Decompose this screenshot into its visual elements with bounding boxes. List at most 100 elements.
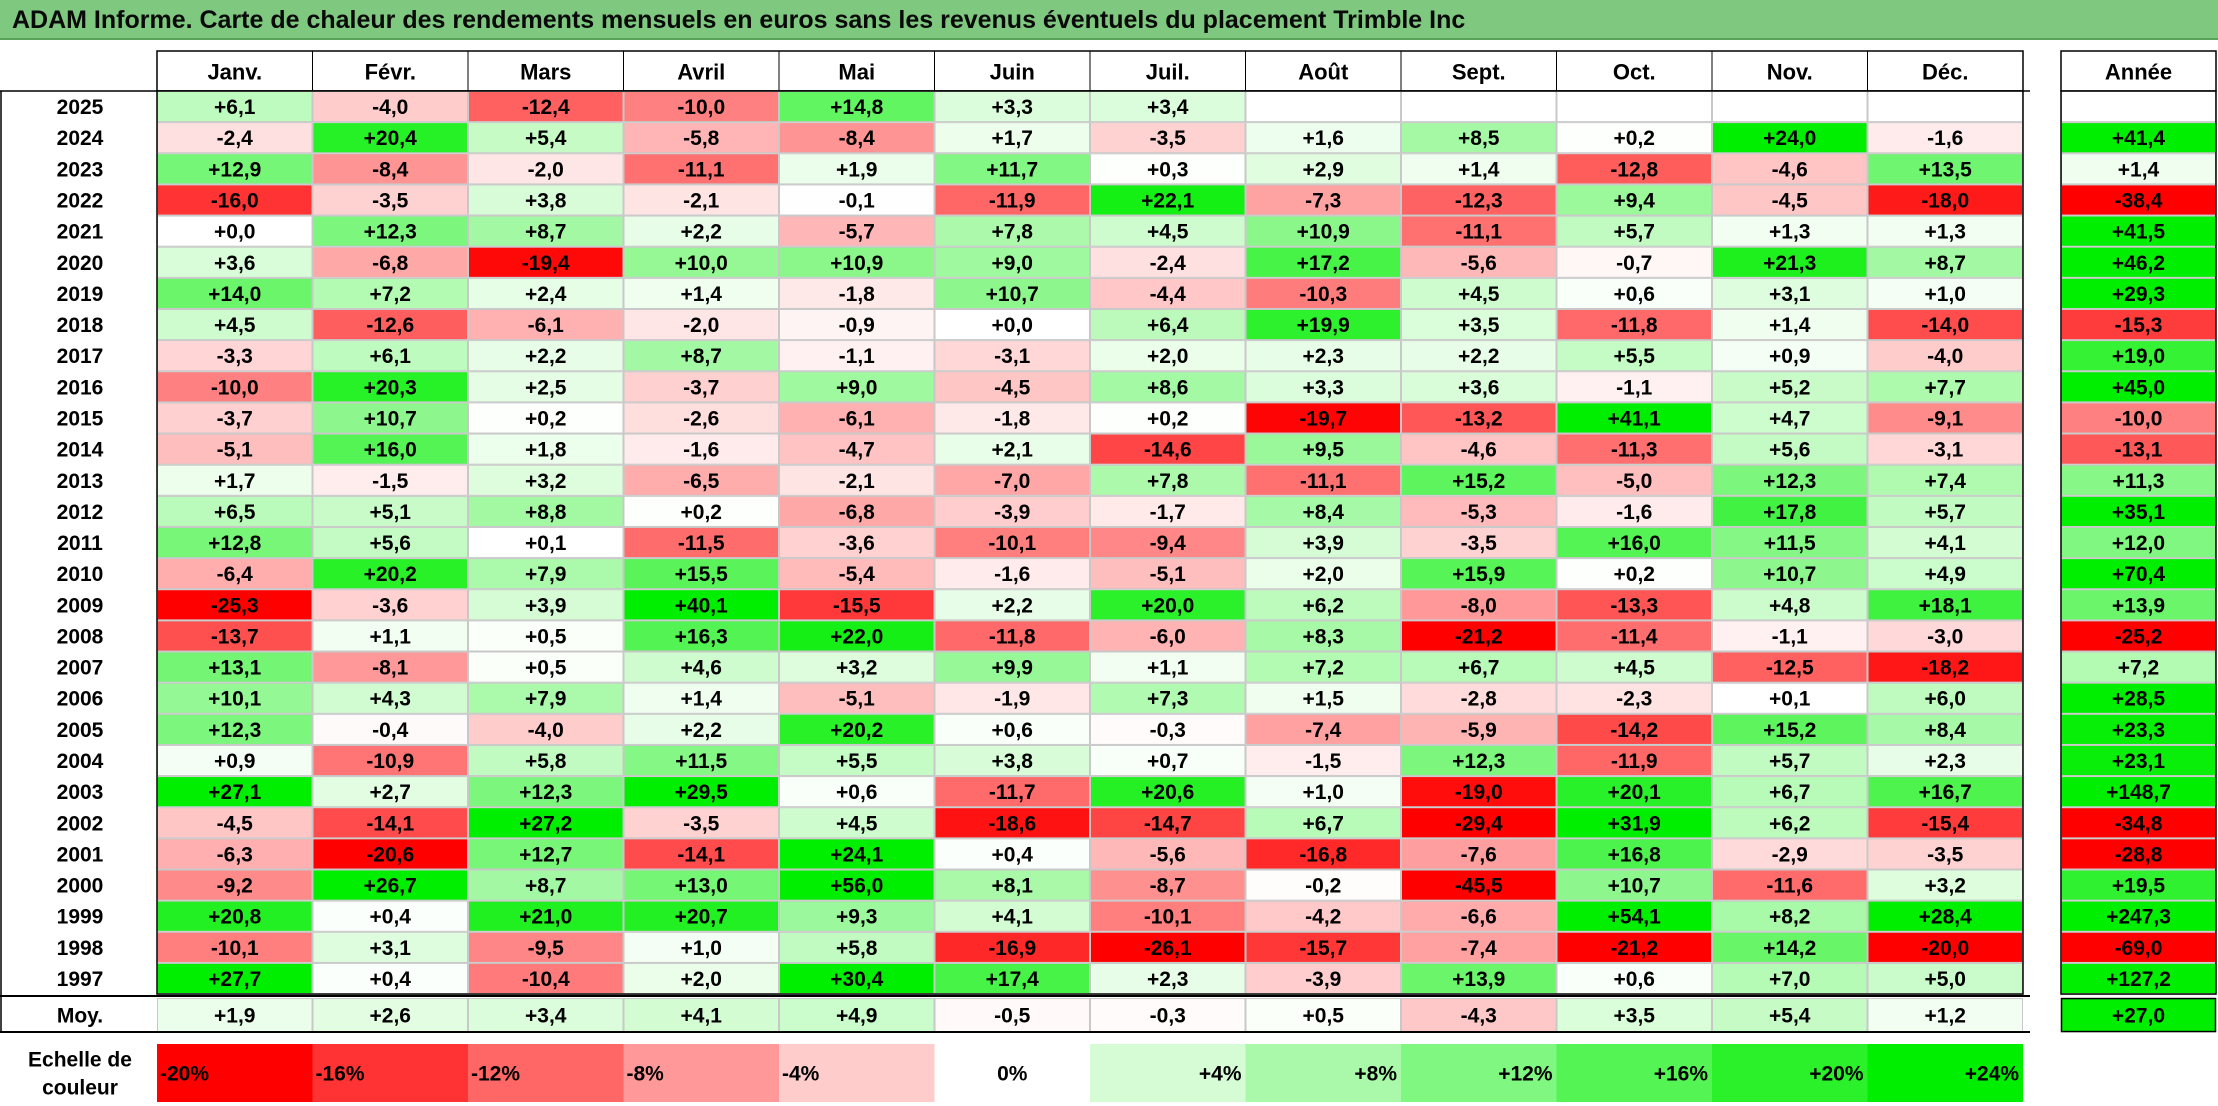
heat-cell — [1556, 962, 1712, 995]
heat-cell-value: -3,1 — [1927, 439, 1964, 462]
scale-stop-label: -8% — [627, 1063, 665, 1086]
heat-cell-value: -2,0 — [683, 314, 719, 337]
heat-cell — [1712, 962, 1868, 995]
heat-cell-value: -3,5 — [683, 812, 720, 835]
heat-cell — [934, 91, 1090, 123]
heat-cell — [157, 277, 313, 309]
heat-cell-value: -1,1 — [1772, 625, 1809, 648]
heat-cell — [934, 807, 1090, 839]
heat-cell-value: -1,5 — [1305, 750, 1342, 773]
heat-cell-value: -29,4 — [1455, 812, 1503, 835]
heat-cell — [1245, 838, 1401, 870]
heat-cell — [1867, 433, 2023, 465]
annual-cell — [2061, 713, 2216, 745]
heat-cell — [779, 620, 935, 652]
heat-cell-value: +5,8 — [836, 937, 878, 960]
heat-cell-value: -4,0 — [1927, 345, 1963, 368]
annual-cell-value: +28,5 — [2112, 688, 2165, 711]
annual-cell-value: -38,4 — [2115, 189, 2163, 212]
heat-cell-value: +6,2 — [1769, 812, 1810, 835]
average-cell — [779, 998, 935, 1033]
heat-cell-value: -3,6 — [839, 532, 875, 555]
heat-cell — [468, 277, 624, 309]
heat-cell-value: +3,3 — [992, 96, 1033, 119]
heat-cell-value: +0,6 — [992, 719, 1033, 742]
heat-cell — [157, 589, 313, 621]
heat-cell — [779, 651, 935, 683]
average-cell-value: +4,9 — [836, 1005, 877, 1028]
heat-cell — [468, 807, 624, 839]
heat-cell-value: +0,3 — [1147, 158, 1188, 181]
year-label: 2025 — [57, 96, 104, 119]
heat-cell-value: +8,2 — [1769, 906, 1810, 929]
heat-cell-value: -4,5 — [1772, 189, 1809, 212]
heat-cell-value: +16,7 — [1919, 781, 1972, 804]
scale-swatch — [157, 1044, 313, 1102]
heat-cell — [1712, 931, 1868, 963]
heat-cell-value: +12,7 — [519, 843, 572, 866]
heat-cell-value: +6,2 — [1303, 594, 1344, 617]
heat-cell-value: +3,9 — [1303, 532, 1344, 555]
heat-cell-value: -14,1 — [366, 812, 414, 835]
heat-cell — [779, 807, 935, 839]
heat-cell — [1712, 869, 1868, 901]
year-label: 2005 — [57, 719, 104, 742]
heat-cell — [1556, 246, 1712, 278]
year-label: 2011 — [57, 532, 103, 555]
heat-cell-value: -8,7 — [1150, 875, 1186, 898]
heat-cell — [468, 682, 624, 714]
heat-cell — [1867, 838, 2023, 870]
heat-cell — [468, 931, 624, 963]
heat-cell — [1867, 651, 2023, 683]
heat-cell — [312, 495, 468, 527]
heat-cell — [1401, 931, 1557, 963]
heat-cell — [1401, 558, 1557, 590]
heat-cell — [779, 308, 935, 341]
heat-cell-value: +15,9 — [1452, 563, 1505, 586]
heat-cell-value: +54,1 — [1608, 906, 1661, 929]
heat-cell — [1556, 900, 1712, 932]
heat-cell — [468, 464, 624, 496]
heat-cell-value: +8,7 — [1925, 252, 1966, 275]
heat-cell-value: -2,3 — [1616, 688, 1652, 711]
heat-cell-value: -13,7 — [211, 625, 259, 648]
heat-cell — [779, 589, 935, 621]
heat-cell-value: -12,8 — [1610, 158, 1658, 181]
heat-cell — [312, 371, 468, 403]
heat-cell-value: +5,5 — [1614, 345, 1656, 368]
heat-cell — [1401, 900, 1557, 932]
heat-cell-value: -7,4 — [1461, 937, 1498, 960]
average-cell-value: +3,4 — [525, 1005, 567, 1028]
year-label: 2000 — [57, 875, 104, 898]
heat-cell-value: +13,9 — [1452, 968, 1505, 991]
heat-cell — [934, 931, 1090, 963]
heat-cell — [934, 277, 1090, 309]
heat-cell — [934, 558, 1090, 590]
heat-cell-value: -1,8 — [839, 283, 876, 306]
heat-cell-value: -7,6 — [1461, 843, 1497, 866]
scale-swatch — [1245, 1044, 1401, 1102]
heat-cell — [623, 807, 779, 839]
heat-cell — [779, 122, 935, 154]
heat-cell — [623, 91, 779, 123]
heat-cell-value: +21,0 — [519, 906, 572, 929]
heat-cell-value: +2,1 — [992, 439, 1034, 462]
heat-cell-value: -10,1 — [211, 937, 259, 960]
heat-cell — [779, 91, 935, 123]
heat-cell — [312, 589, 468, 621]
heat-cell-value: +18,1 — [1919, 594, 1972, 617]
heat-cell — [1712, 713, 1868, 745]
year-label: 2022 — [57, 189, 104, 212]
heat-cell-value: +19,9 — [1297, 314, 1350, 337]
heat-cell — [1401, 184, 1557, 216]
heat-cell-value: +8,6 — [1147, 376, 1188, 399]
heat-cell-value: +9,3 — [836, 906, 877, 929]
scale-swatch — [312, 1044, 468, 1102]
heat-cell-value: -1,1 — [1616, 376, 1653, 399]
heat-cell — [1556, 807, 1712, 839]
heat-cell-value: +9,9 — [992, 657, 1033, 680]
heat-cell-value: -10,1 — [988, 532, 1036, 555]
year-label: 2024 — [57, 127, 104, 150]
heat-cell — [468, 776, 624, 808]
scale-stop-label: +4% — [1199, 1063, 1242, 1086]
